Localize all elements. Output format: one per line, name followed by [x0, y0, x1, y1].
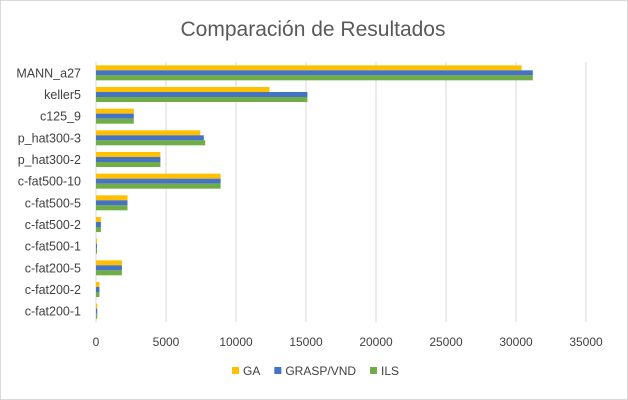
category-label: c125_9 [40, 110, 81, 124]
bar-ga [96, 130, 201, 136]
bar-ils [96, 227, 101, 232]
bar-ils [96, 162, 161, 167]
category-label: c-fat500-1 [25, 240, 81, 254]
category-label: MANN_a27 [16, 66, 81, 80]
legend-label: GRASP/VND [285, 364, 356, 378]
bar-grasp-vnd [96, 308, 98, 314]
x-tick-label: 35000 [569, 335, 603, 349]
bar-ga [96, 238, 97, 244]
x-tick-label: 15000 [289, 335, 323, 349]
category-label: c-fat500-10 [18, 175, 81, 189]
bar-ga [96, 282, 100, 287]
category-label: c-fat500-5 [25, 196, 81, 210]
bar-ga [96, 87, 270, 92]
bar-ils [96, 140, 206, 146]
bar-ils [96, 205, 128, 211]
bar-ga [96, 260, 122, 266]
x-tick-label: 30000 [499, 335, 533, 349]
x-tick-label: 25000 [429, 335, 463, 349]
bar-grasp-vnd [96, 92, 308, 97]
bar-grasp-vnd [96, 157, 161, 162]
bar-grasp-vnd [96, 287, 100, 292]
gridlines [95, 62, 587, 322]
category-label: p_hat300-2 [18, 153, 81, 167]
category-label: p_hat300-3 [18, 131, 81, 145]
bar-ils [96, 270, 122, 276]
bar-ils [96, 183, 221, 189]
category-label: c-fat200-1 [25, 305, 81, 319]
bar-ils [96, 97, 308, 102]
x-tick-labels: 0 5000 10000 15000 20000 25000 30000 35000 [93, 335, 603, 349]
bar-ils [96, 75, 533, 81]
legend: GA GRASP/VND ILS [232, 364, 399, 378]
legend-label: ILS [381, 364, 399, 378]
bar-grasp-vnd [96, 135, 204, 141]
category-labels: MANN_a27 keller5 c125_9 p_hat300-3 p_hat300-… [16, 66, 81, 318]
bar-ils [96, 292, 100, 297]
legend-swatch [232, 367, 239, 374]
legend-swatch [370, 367, 378, 374]
bar-ils [96, 118, 134, 124]
bar-grasp-vnd [96, 200, 128, 206]
legend-label: GA [243, 364, 260, 378]
category-label: c-fat200-2 [25, 283, 81, 297]
bar-grasp-vnd [96, 222, 101, 227]
chart-title: Comparación de Resultados [181, 18, 446, 41]
category-label: c-fat500-2 [25, 218, 81, 232]
x-tick-label: 5000 [153, 335, 180, 349]
bar-grasp-vnd [96, 265, 122, 271]
bar-ga [96, 195, 128, 201]
bar-grasp-vnd [96, 178, 221, 184]
bar-ga [96, 152, 161, 157]
bar-grasp-vnd [96, 243, 97, 249]
legend-swatch [274, 367, 282, 374]
bar-grasp-vnd [96, 70, 533, 76]
x-tick-label: 10000 [219, 335, 253, 349]
bar-ga [96, 217, 101, 222]
bar-ga [96, 303, 98, 309]
bar-ga [96, 173, 221, 179]
category-label: keller5 [44, 88, 81, 102]
bar-ils [96, 248, 97, 254]
x-tick-label: 20000 [359, 335, 393, 349]
bar-ga [96, 108, 134, 114]
bar-ga [96, 65, 522, 71]
category-label: c-fat200-5 [25, 261, 81, 275]
bar-ils [96, 313, 98, 319]
bar-grasp-vnd [96, 113, 134, 119]
x-tick-label: 0 [93, 335, 100, 349]
bars [96, 65, 533, 319]
